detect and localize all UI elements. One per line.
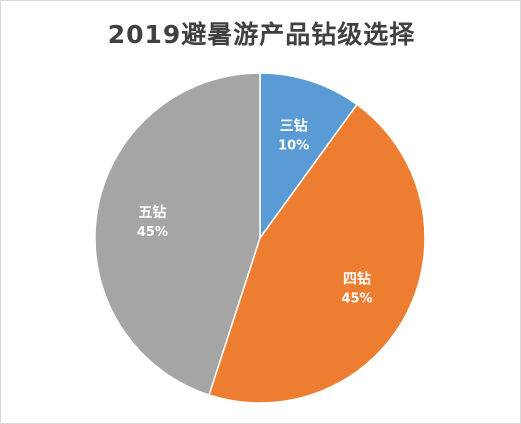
slice-percent: 45% <box>137 225 168 240</box>
pie-slices <box>94 72 426 404</box>
slice-percent: 45% <box>341 291 372 306</box>
chart-title: 2019避暑游产品钻级选择 <box>107 20 416 49</box>
slice-percent: 10% <box>278 138 309 153</box>
pie-slice-2 <box>208 103 426 404</box>
slice-label: 三钻 <box>280 117 308 134</box>
pie-slice-3 <box>94 72 261 396</box>
slice-label: 五钻 <box>138 204 166 221</box>
pie-slice-1 <box>259 72 359 241</box>
slice-label: 四钻 <box>343 270 371 287</box>
pie-labels: 三钻 10% 四钻 45% 五钻 45% <box>137 117 373 306</box>
